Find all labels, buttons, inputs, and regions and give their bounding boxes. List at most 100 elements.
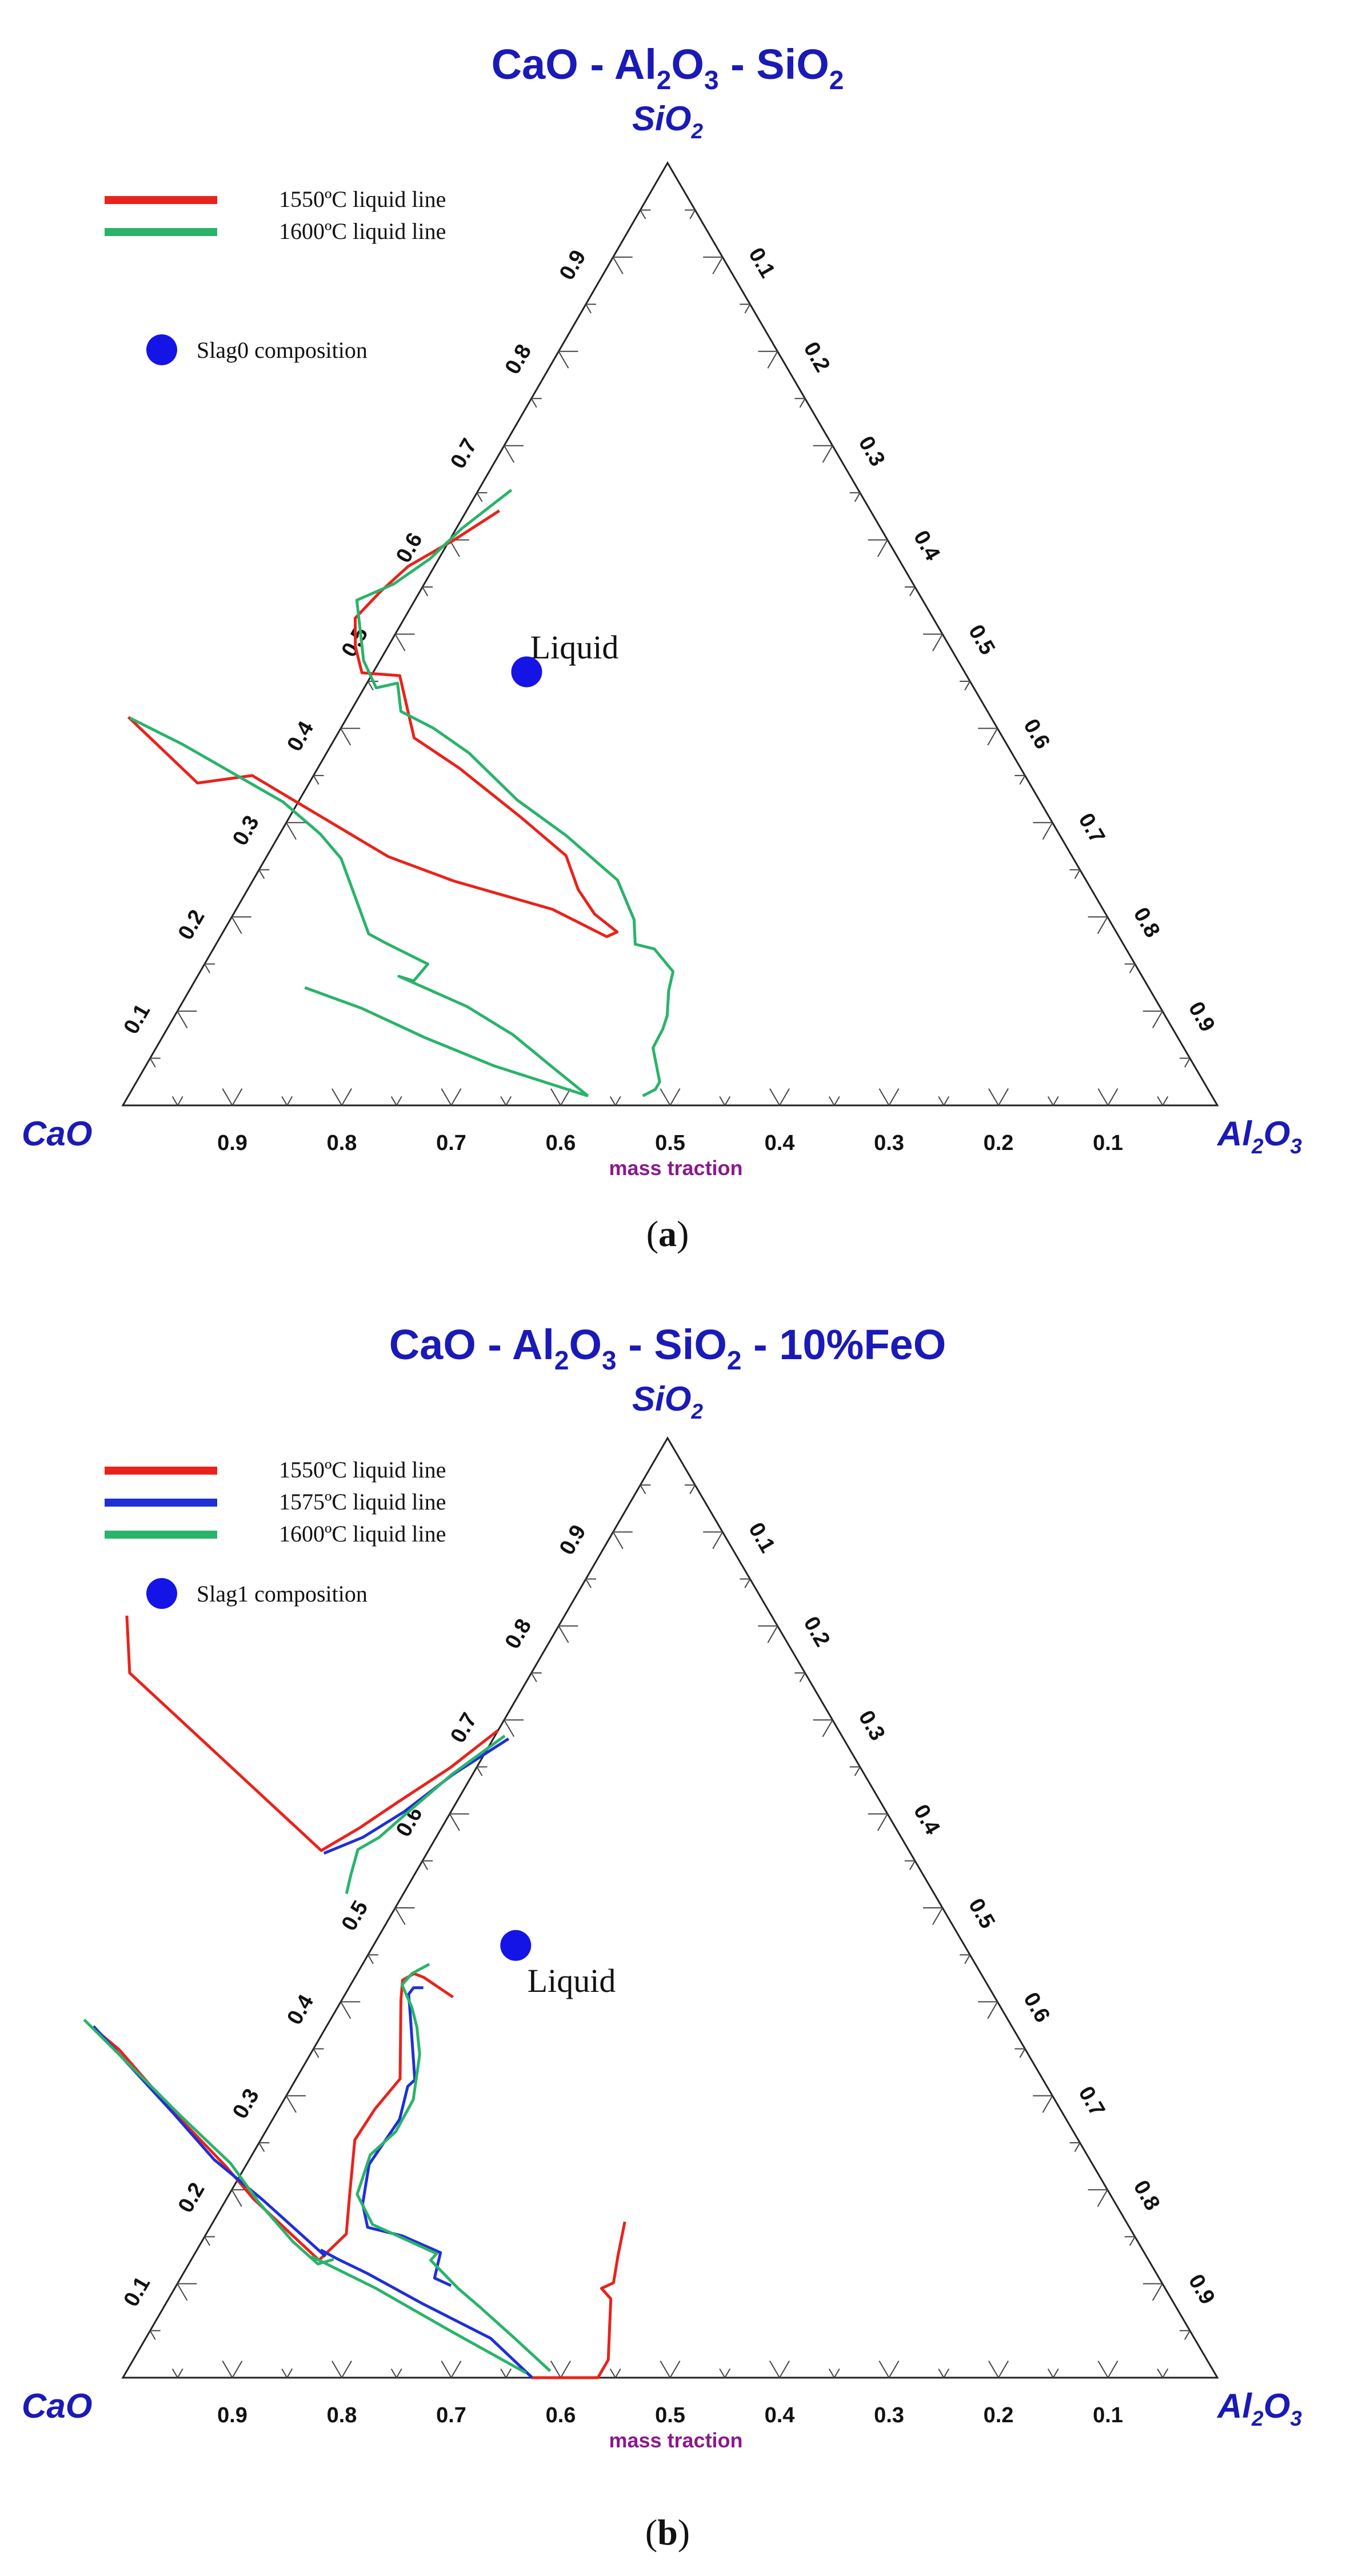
left-tick <box>149 1058 156 1068</box>
right-tick <box>799 1672 806 1683</box>
text-part: Al <box>1216 1115 1252 1153</box>
left-tick-label: 0.9 <box>555 1521 591 1559</box>
right-tick-label: 0.2 <box>798 1612 834 1651</box>
bottom-tick <box>769 1088 780 1106</box>
bottom-tick <box>1052 2368 1059 2378</box>
bottom-tick <box>878 1088 890 1106</box>
subscript: 3 <box>602 1345 617 1375</box>
bottom-tick <box>660 1088 671 1106</box>
right-tick <box>712 257 724 274</box>
bottom-tick <box>396 1096 402 1106</box>
left-tick <box>422 586 429 597</box>
liquid-line-segment <box>304 986 589 1097</box>
bottom-tick <box>938 2368 945 2378</box>
left-tick <box>258 2142 265 2152</box>
bottom-tick <box>331 1088 342 1106</box>
bottom-tick <box>231 2361 243 2378</box>
slag-composition-point <box>500 1930 532 1961</box>
left-tick <box>640 209 646 219</box>
bottom-tick <box>171 2368 178 2378</box>
legend: 1550ºC liquid line 1575ºC liquid line 1600… <box>105 1457 446 1609</box>
subscript: 3 <box>1290 1135 1302 1158</box>
legend-point-marker <box>146 1578 177 1609</box>
left-tick-label: 0.8 <box>501 1615 537 1653</box>
subscript: 2 <box>657 65 672 95</box>
right-tick <box>854 492 861 502</box>
right-tick-label: 0.3 <box>854 432 890 470</box>
bottom-tick <box>1157 2368 1164 2378</box>
caption-part: ) <box>677 1213 689 1254</box>
left-tick <box>367 681 374 691</box>
left-tick-label: 0.3 <box>228 812 264 850</box>
legend-label: 1550ºC liquid line <box>279 1457 446 1483</box>
text-part: SiO <box>632 1380 691 1418</box>
right-tick <box>822 1719 833 1738</box>
left-tick <box>585 1579 592 1588</box>
right-tick <box>1152 2283 1163 2301</box>
bottom-tick <box>390 1096 397 1106</box>
right-tick-label: 0.7 <box>1073 809 1109 848</box>
bottom-tick-label: 0.6 <box>546 2403 576 2427</box>
bottom-tick-label: 0.2 <box>984 1131 1014 1155</box>
left-tick-label: 0.4 <box>282 1991 318 2029</box>
right-tick <box>854 1766 861 1776</box>
right-tick-label: 0.4 <box>909 1800 945 1839</box>
bottom-tick <box>769 2361 780 2378</box>
subscript: 3 <box>704 65 719 95</box>
left-tick-label: 0.7 <box>446 1709 482 1747</box>
bottom-tick-label: 0.3 <box>874 2403 904 2427</box>
left-tick-label: 0.2 <box>174 2179 210 2217</box>
liquid-line-segment <box>356 1963 552 2373</box>
bottom-tick <box>396 2368 402 2378</box>
bottom-tick <box>222 1088 233 1106</box>
left-tick-label: 0.9 <box>555 246 591 285</box>
subscript: 2 <box>690 1400 703 1423</box>
right-tick-label: 0.8 <box>1129 904 1165 942</box>
left-tick-label: 0.3 <box>228 2084 264 2123</box>
text-part: - SiO <box>617 1321 727 1368</box>
right-tick-label: 0.2 <box>798 338 834 376</box>
liquid-line-segment <box>323 1737 510 1855</box>
bottom-tick <box>500 2368 507 2378</box>
axis-title: mass traction <box>609 2429 742 2452</box>
left-tick <box>504 1719 515 1738</box>
right-tick <box>1129 2236 1136 2246</box>
bottom-tick <box>833 2368 840 2378</box>
legend-label: 1550ºC liquid line <box>279 186 446 212</box>
right-tick <box>932 1907 943 1925</box>
axis-title: mass traction <box>609 1156 742 1180</box>
text-part: O <box>569 1321 602 1368</box>
right-tick <box>877 1814 888 1831</box>
bottom-tick <box>171 1096 178 1106</box>
liquid-line-segment <box>531 2221 626 2379</box>
text-part: Al <box>1216 2387 1252 2425</box>
right-tick <box>1097 916 1108 934</box>
apex-label-cao: CaO <box>22 2387 92 2425</box>
bottom-tick <box>888 2361 900 2378</box>
bottom-tick <box>331 2361 342 2378</box>
bottom-tick <box>988 2361 999 2378</box>
bottom-tick <box>341 2361 352 2378</box>
right-tick <box>1019 2048 1026 2058</box>
bottom-tick <box>614 2368 621 2378</box>
right-tick-label: 0.8 <box>1129 2176 1165 2215</box>
right-tick-label: 0.1 <box>744 244 780 282</box>
left-tick <box>149 2330 156 2340</box>
right-tick <box>744 1579 751 1588</box>
bottom-tick-label: 0.5 <box>655 1131 685 1155</box>
caption-part: ( <box>646 1213 658 1254</box>
figure-caption: (b) <box>645 2512 690 2553</box>
bottom-tick <box>724 1096 731 1106</box>
bottom-tick <box>878 2361 890 2378</box>
right-tick <box>767 351 778 369</box>
tick-marks <box>149 209 1191 1106</box>
left-tick-label: 0.2 <box>174 906 210 944</box>
bottom-tick <box>724 2368 731 2378</box>
bottom-tick <box>669 2361 681 2378</box>
bottom-tick-label: 0.2 <box>984 2403 1014 2427</box>
left-tick <box>286 2095 297 2113</box>
right-tick-label: 0.3 <box>854 1707 890 1745</box>
series-1575-liquid-line <box>92 1737 533 2379</box>
bottom-tick <box>1162 2368 1169 2378</box>
